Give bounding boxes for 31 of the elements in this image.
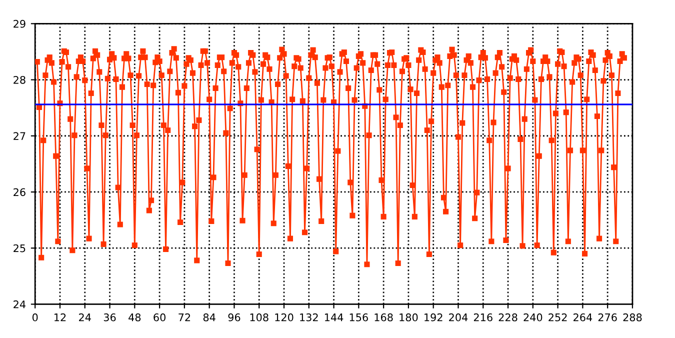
y-tick-label: 25 (14, 244, 26, 252)
x-tick-label: 36 (104, 313, 116, 322)
x-tick-label: 156 (350, 313, 368, 322)
x-tick-label: 228 (498, 313, 518, 322)
x-tick-label: 60 (154, 313, 166, 322)
x-tick-label: 108 (250, 313, 268, 322)
x-tick-label: 276 (598, 313, 617, 322)
x-tick-label: 168 (374, 313, 393, 322)
y-tick-label: 26 (14, 188, 26, 196)
x-tick-label: 144 (324, 314, 344, 322)
x-tick-label: 288 (623, 313, 642, 322)
x-tick-label: 48 (128, 313, 141, 322)
x-tick-label: 240 (524, 313, 542, 322)
y-tick-label: 27 (14, 132, 26, 140)
x-tick-label: 12 (54, 313, 66, 322)
x-tick-label: 0 (32, 313, 38, 322)
y-tick-label: 29 (14, 20, 26, 28)
x-tick-label: 96 (228, 313, 240, 322)
x-tick-label: 24 (79, 313, 91, 322)
x-tick-label: 192 (424, 313, 442, 322)
x-tick-label: 204 (449, 313, 468, 322)
x-tick-label: 264 (574, 313, 592, 322)
x-tick-label: 180 (400, 313, 418, 322)
x-tick-label: 132 (300, 313, 318, 322)
x-tick-label: 216 (474, 313, 492, 322)
x-tick-label: 72 (178, 313, 190, 322)
y-tick-label: 24 (14, 300, 26, 308)
y-tick-label: 28 (14, 76, 26, 84)
x-tick-label: 120 (275, 313, 294, 322)
x-tick-label: 84 (203, 313, 216, 322)
x-tick-label: 252 (548, 313, 567, 322)
